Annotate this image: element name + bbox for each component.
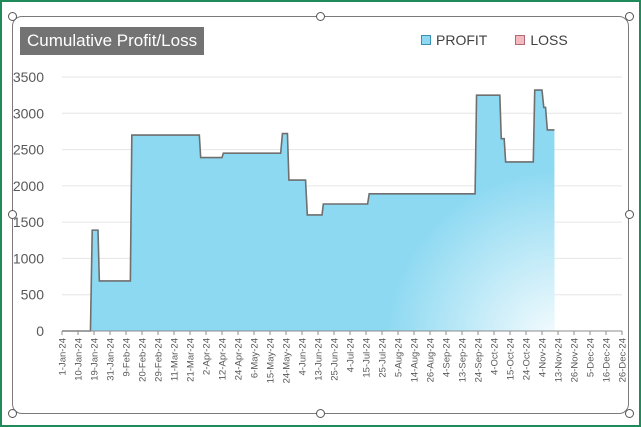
x-tick-label: 12-Apr-24	[218, 338, 229, 380]
x-tick-label: 15-May-24	[266, 338, 277, 383]
x-tick-label: 16-Dec-24	[602, 338, 613, 382]
x-tick-label: 15-Oct-24	[506, 338, 517, 380]
x-tick-label: 29-Feb-24	[154, 338, 165, 382]
x-tick-label: 24-Sep-24	[474, 338, 485, 382]
resize-handle-bottom-left[interactable]	[8, 409, 17, 418]
legend-item-profit: PROFIT	[421, 32, 487, 48]
x-tick-label: 10-Jan-24	[74, 338, 85, 381]
resize-handle-bottom[interactable]	[316, 409, 325, 418]
y-tick-label: 2000	[13, 178, 44, 194]
legend-swatch-profit	[421, 35, 431, 45]
resize-handle-top-right[interactable]	[625, 12, 634, 21]
chart-legend: PROFIT LOSS	[421, 32, 568, 48]
x-tick-label: 13-Jun-24	[314, 338, 325, 381]
x-tick-label: 26-Dec-24	[618, 338, 629, 382]
resize-handle-left[interactable]	[8, 210, 17, 219]
x-tick-label: 11-Mar-24	[170, 338, 181, 381]
x-tick-label: 25-Jun-24	[330, 338, 341, 381]
x-tick-label: 13-Nov-24	[554, 338, 565, 382]
x-tick-label: 2-Apr-24	[202, 338, 213, 375]
x-tick-label: 4-Oct-24	[490, 338, 501, 375]
y-tick-label: 1000	[13, 250, 44, 266]
x-tick-label: 13-Sep-24	[458, 338, 469, 382]
x-tick-label: 19-Jan-24	[90, 338, 101, 381]
y-tick-label: 500	[21, 287, 45, 303]
legend-swatch-loss	[515, 35, 526, 45]
x-tick-label: 15-Jul-24	[362, 338, 373, 378]
x-tick-label: 24-Oct-24	[522, 338, 533, 380]
x-tick-label: 26-Aug-24	[426, 338, 437, 382]
x-tick-label: 26-Nov-24	[570, 338, 581, 382]
x-tick-label: 9-Feb-24	[122, 338, 133, 377]
x-tick-label: 20-Feb-24	[138, 338, 149, 382]
x-tick-label: 4-Sep-24	[442, 338, 453, 377]
x-tick-label: 24-May-24	[282, 338, 293, 383]
series-line-profit	[62, 89, 555, 332]
y-tick-label: 1500	[13, 214, 44, 230]
x-tick-label: 14-Aug-24	[410, 338, 421, 382]
resize-handle-top-left[interactable]	[8, 12, 17, 21]
x-tick-label: 5-Dec-24	[586, 338, 597, 377]
y-tick-label: 2500	[13, 142, 44, 158]
x-tick-label: 5-Aug-24	[394, 338, 405, 377]
chart-title: Cumulative Profit/Loss	[20, 27, 205, 55]
x-tick-label: 4-Jul-24	[346, 338, 357, 372]
legend-label-profit: PROFIT	[436, 32, 488, 48]
x-tick-label: 1-Jan-24	[58, 338, 69, 376]
x-tick-label: 25-Jul-24	[378, 338, 389, 378]
x-tick-label: 31-Jan-24	[106, 338, 117, 381]
x-tick-label: 21-Mar-24	[186, 338, 197, 382]
y-tick-label: 0	[36, 323, 44, 339]
x-tick-label: 4-Nov-24	[538, 338, 549, 377]
resize-handle-right[interactable]	[625, 210, 634, 219]
legend-item-loss: LOSS	[515, 32, 568, 48]
resize-handle-bottom-right[interactable]	[625, 409, 634, 418]
x-tick-label: 24-Apr-24	[234, 338, 245, 380]
x-tick-label: 4-Jun-24	[298, 338, 309, 376]
x-tick-label: 6-May-24	[250, 338, 261, 378]
y-tick-label: 3500	[13, 69, 44, 85]
legend-label-loss: LOSS	[530, 32, 568, 48]
series-area-sheen	[62, 90, 555, 331]
resize-handle-top[interactable]	[316, 12, 325, 21]
y-tick-label: 3000	[13, 105, 44, 121]
